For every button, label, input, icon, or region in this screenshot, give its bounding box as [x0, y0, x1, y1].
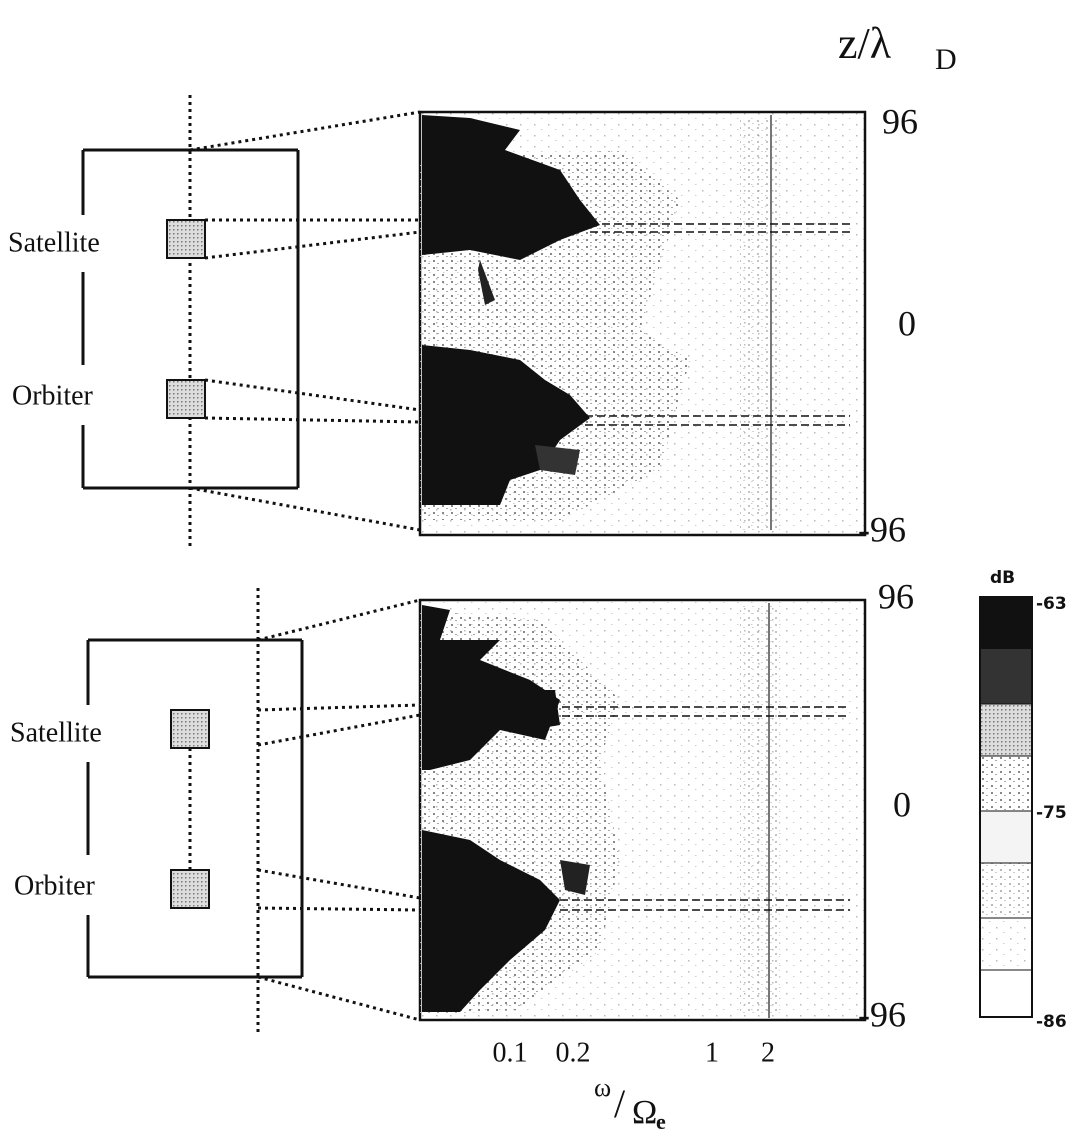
object-label: Satellite — [10, 717, 102, 748]
shape — [166, 379, 206, 419]
line — [204, 230, 421, 260]
object-label: Orbiter — [14, 870, 96, 901]
spectrogram-top — [418, 110, 867, 537]
shape — [478, 260, 495, 305]
line — [189, 110, 421, 152]
colorbar-tick-label: -86 — [1036, 1012, 1067, 1032]
shape — [560, 860, 590, 895]
shape — [422, 605, 560, 770]
shape — [980, 918, 1032, 970]
y-tick-label: 0 — [898, 303, 916, 343]
line — [204, 378, 421, 412]
shape — [422, 345, 590, 505]
colorbar-tick-label: -75 — [1036, 803, 1067, 823]
shape — [980, 863, 1032, 918]
y-axis-label-subscript: D — [935, 43, 957, 76]
shape — [979, 596, 1033, 1018]
colorbar — [979, 596, 1033, 1018]
x-tick-label: 0.2 — [556, 1037, 591, 1068]
line — [257, 975, 421, 1022]
x-tick-label: 0.1 — [493, 1037, 528, 1068]
shape — [980, 756, 1032, 811]
object-label: Satellite — [8, 227, 100, 258]
line — [257, 598, 421, 642]
shape — [770, 115, 772, 530]
shape — [980, 649, 1032, 704]
x-axis-label-denominator: Ω — [632, 1094, 657, 1131]
spectrogram-bottom — [418, 598, 867, 1022]
y-tick-label: 96 — [878, 576, 914, 616]
line — [257, 713, 421, 747]
shape — [520, 690, 560, 730]
x-tick-label: 1 — [705, 1037, 719, 1068]
y-tick-label: 96 — [882, 101, 918, 141]
shape — [980, 970, 1032, 1017]
shape — [768, 603, 770, 1018]
y-axis-label: z/λ — [838, 19, 892, 68]
y-tick-label: 0 — [893, 784, 911, 824]
y-tick-label: -96 — [858, 509, 906, 549]
shape — [980, 811, 1032, 863]
colorbar-unit: dB — [990, 568, 1015, 588]
shape — [535, 445, 580, 475]
x-axis-label: ω — [594, 1073, 611, 1102]
line — [257, 906, 421, 912]
shape — [422, 830, 560, 1012]
shape — [980, 597, 1032, 649]
shape — [422, 115, 600, 260]
shape — [740, 120, 780, 530]
shape — [166, 219, 206, 259]
line — [257, 703, 421, 712]
line — [257, 868, 421, 900]
shape — [170, 709, 210, 749]
x-axis-label-slash: / — [614, 1081, 626, 1126]
y-tick-label: -96 — [858, 994, 906, 1034]
shape — [170, 869, 210, 909]
colorbar-tick-label: -63 — [1036, 594, 1067, 614]
shape — [740, 605, 780, 1015]
shape — [980, 704, 1032, 756]
x-tick-label: 2 — [761, 1037, 775, 1068]
line — [189, 486, 421, 532]
line — [204, 416, 421, 424]
x-axis-label-subscript: e — [656, 1109, 666, 1134]
object-label: Orbiter — [12, 380, 94, 411]
